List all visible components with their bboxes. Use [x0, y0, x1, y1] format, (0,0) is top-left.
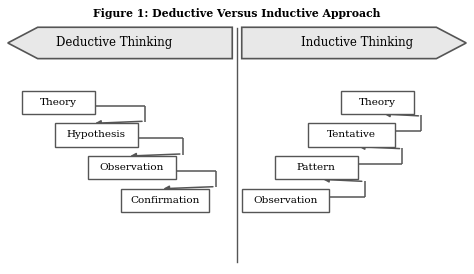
Text: Tentative: Tentative: [327, 130, 376, 139]
FancyBboxPatch shape: [341, 91, 414, 114]
Text: Observation: Observation: [100, 163, 164, 172]
FancyBboxPatch shape: [88, 156, 175, 179]
FancyBboxPatch shape: [121, 189, 209, 212]
Text: Theory: Theory: [359, 98, 396, 107]
Text: Deductive Thinking: Deductive Thinking: [56, 36, 172, 49]
FancyBboxPatch shape: [55, 123, 138, 147]
Text: Theory: Theory: [40, 98, 77, 107]
Text: Observation: Observation: [253, 196, 318, 205]
FancyBboxPatch shape: [22, 91, 95, 114]
Text: Hypothesis: Hypothesis: [67, 130, 126, 139]
Text: Pattern: Pattern: [297, 163, 336, 172]
Polygon shape: [8, 27, 232, 59]
Text: Figure 1: Deductive Versus Inductive Approach: Figure 1: Deductive Versus Inductive App…: [93, 7, 381, 19]
Polygon shape: [242, 27, 466, 59]
FancyBboxPatch shape: [308, 123, 395, 147]
Text: Inductive Thinking: Inductive Thinking: [301, 36, 414, 49]
Text: Confirmation: Confirmation: [130, 196, 200, 205]
FancyBboxPatch shape: [242, 189, 329, 212]
FancyBboxPatch shape: [275, 156, 357, 179]
